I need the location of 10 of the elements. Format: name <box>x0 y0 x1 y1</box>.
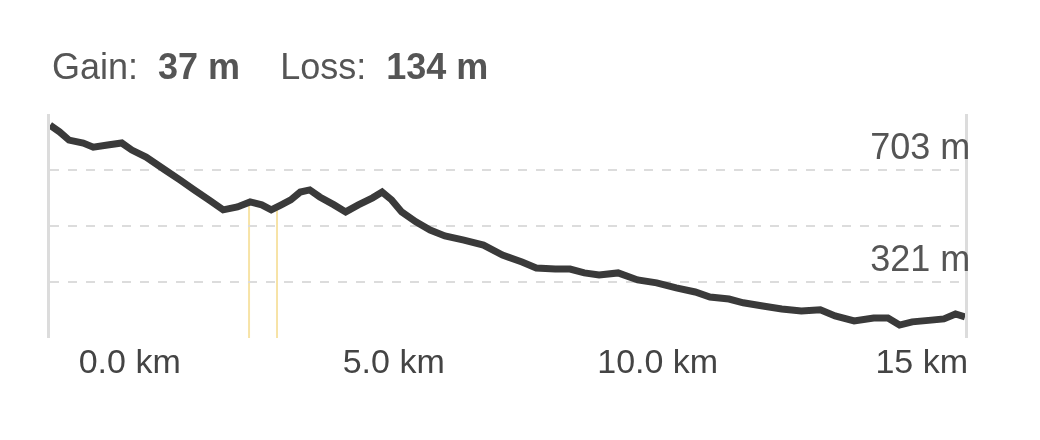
text: 134 m <box>386 46 489 87</box>
y-tick-label: 321 m <box>870 237 971 279</box>
y-tick-label: 703 m <box>870 125 971 167</box>
x-tick-label: 15 km <box>875 342 969 380</box>
x-tick-label: 5.0 km <box>342 342 445 380</box>
text: Gain: <box>52 46 139 87</box>
text: 37 m <box>158 46 241 87</box>
text: Loss: <box>280 46 367 87</box>
x-tick-label: 0.0 km <box>78 342 181 380</box>
x-tick-label: 10.0 km <box>597 342 719 380</box>
